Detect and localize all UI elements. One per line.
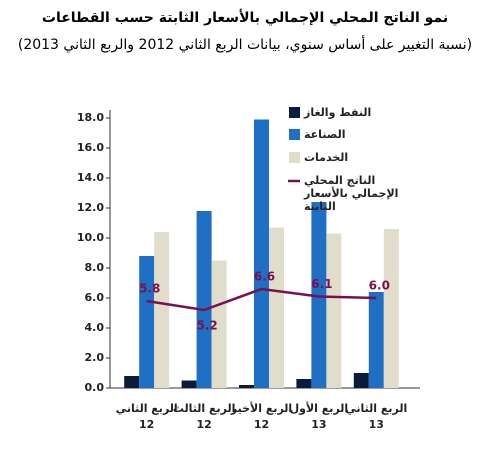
y-tick-label: 2.0	[85, 351, 105, 364]
bar	[269, 227, 284, 388]
bar	[211, 260, 227, 388]
x-tick-label: الربع الثاني	[116, 402, 178, 415]
legend-swatch	[289, 129, 300, 140]
x-tick-label: 12	[196, 418, 211, 431]
bar	[368, 292, 384, 388]
y-tick-label: 4.0	[85, 321, 105, 334]
y-tick-label: 12.0	[77, 201, 104, 214]
x-tick-label: 13	[311, 418, 326, 431]
legend-swatch	[289, 107, 300, 118]
y-tick-label: 10.0	[77, 231, 104, 244]
legend-label: النفط والغاز	[304, 106, 372, 119]
x-tick-label: 12	[139, 418, 154, 431]
legend-label: الصناعة	[304, 128, 346, 141]
bar	[353, 373, 369, 388]
x-tick-label: الربع الأخير	[230, 401, 292, 415]
data-label: 6.0	[369, 279, 390, 293]
bar	[296, 379, 312, 388]
legend-label: الخدمات	[304, 151, 349, 164]
y-tick-label: 14.0	[77, 171, 104, 184]
data-label: 6.6	[254, 270, 275, 284]
x-tick-label: 12	[254, 418, 269, 431]
chart-subtitle: (نسبة التغيير على أساس سنوي، بيانات الرب…	[18, 35, 472, 53]
bar	[326, 233, 342, 388]
bar	[239, 385, 254, 388]
data-label: 5.8	[139, 282, 160, 296]
y-tick-label: 0.0	[85, 381, 105, 394]
chart-title: نمو الناتج المحلي الإجمالي بالأسعار الثا…	[42, 9, 448, 26]
bar	[311, 202, 327, 388]
legend-label: الناتج المحلي الإجمالي بالأسعار الثابتة	[304, 174, 399, 213]
legend-swatch	[289, 152, 300, 163]
data-label: 6.1	[311, 277, 332, 291]
data-label: 5.2	[196, 319, 217, 333]
y-tick-label: 8.0	[85, 261, 105, 274]
x-tick-label: الربع الثالث	[173, 402, 236, 415]
line	[146, 287, 377, 312]
bar	[254, 119, 269, 388]
bar	[124, 376, 140, 388]
y-tick-label: 16.0	[77, 141, 104, 154]
bar	[383, 229, 399, 388]
x-tick-label: الربع الثاني	[345, 402, 407, 415]
y-tick-label: 18.0	[77, 111, 104, 124]
bar	[196, 211, 212, 388]
bar	[154, 232, 170, 388]
x-tick-label: 13	[369, 418, 384, 431]
x-tick-label: الربع الأول	[290, 401, 349, 415]
y-tick-label: 6.0	[85, 291, 105, 304]
bar	[181, 380, 197, 388]
bar	[139, 256, 155, 388]
